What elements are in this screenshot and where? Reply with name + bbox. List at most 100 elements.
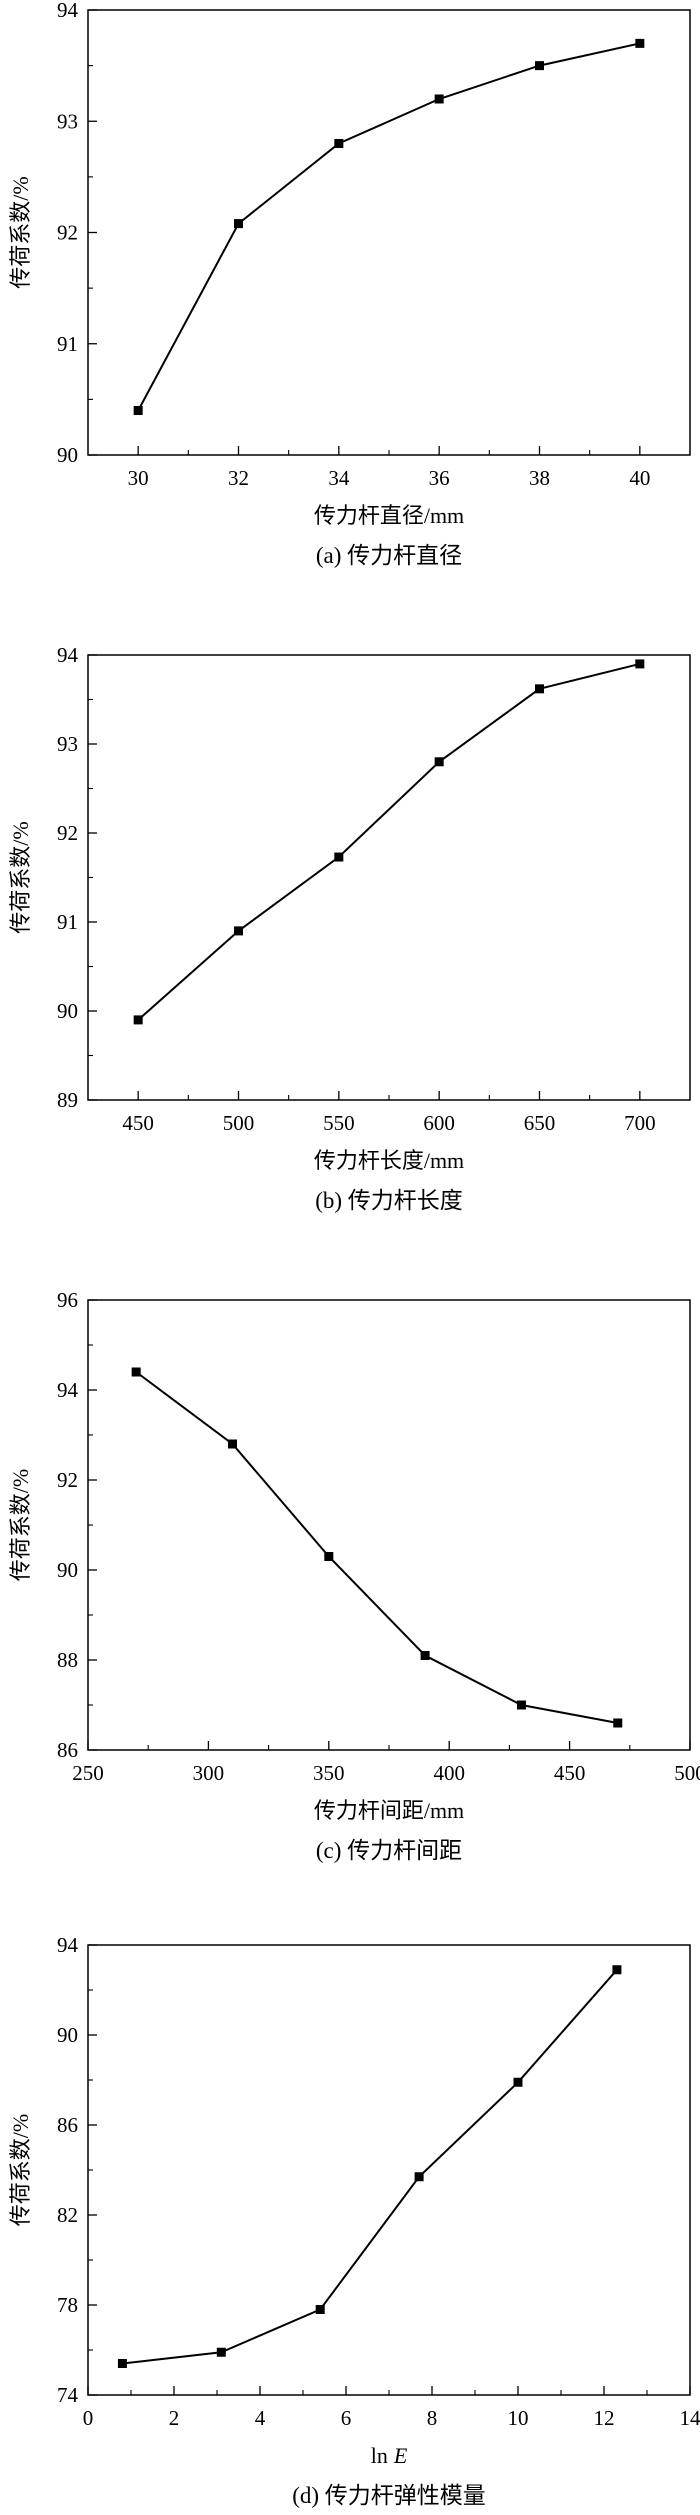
y-tick-label: 74 <box>57 2383 79 2407</box>
y-axis-title: 传荷系数/% <box>8 1469 33 1581</box>
panel-caption: (c) 传力杆间距 <box>316 1838 462 1863</box>
data-point <box>315 2305 325 2314</box>
y-tick-label: 86 <box>57 1738 78 1762</box>
data-point <box>434 757 444 767</box>
y-tick-label: 94 <box>57 1933 79 1957</box>
y-tick-label: 92 <box>57 821 78 845</box>
data-point <box>420 1651 430 1660</box>
series-line <box>135 1371 618 1724</box>
data-point <box>234 219 243 229</box>
data-point <box>133 1015 143 1025</box>
y-tick-label: 90 <box>57 999 78 1023</box>
x-tick-label: 0 <box>83 2406 94 2430</box>
y-tick-label: 86 <box>57 2113 78 2137</box>
y-tick-label: 91 <box>57 332 78 356</box>
x-tick-label: 12 <box>594 2406 615 2430</box>
data-point <box>535 684 544 694</box>
x-tick-label: 34 <box>328 466 350 490</box>
series-line <box>137 662 641 1021</box>
x-axis-title-prefix: ln <box>371 2443 388 2468</box>
plot-frame <box>87 654 691 1101</box>
x-tick-label: 300 <box>193 1761 225 1785</box>
x-tick-label: 500 <box>223 1111 255 1135</box>
x-axis-title-variable: E <box>393 2443 408 2468</box>
data-point <box>216 2347 226 2357</box>
y-tick-label: 82 <box>57 2203 78 2227</box>
chart-panel-a: 30 32 34 36 38 40 90 91 92 93 94 传荷系数/% 传力杆直径/mm (a) … <box>8 0 691 568</box>
x-tick-label: 2 <box>169 2406 180 2430</box>
y-tick-label: 96 <box>57 1288 78 1312</box>
data-point <box>234 926 243 936</box>
chart-panel-d: 0 2 4 6 8 10 12 14 74 78 82 86 90 94 传荷系数/% ln E (d) 传力杆弹… <box>8 1933 700 2508</box>
x-tick-label: 700 <box>624 1111 656 1135</box>
data-point <box>324 1552 334 1561</box>
data-point <box>516 1700 526 1710</box>
chart-panel-c: 250 300 350 400 450 500 86 88 90 92 94 96 传荷系数/% 传力杆间… <box>8 1288 700 1863</box>
x-tick-label: 550 <box>323 1111 355 1135</box>
x-tick-label: 600 <box>423 1111 455 1135</box>
x-tick-label: 400 <box>433 1761 465 1785</box>
y-tick-label: 90 <box>57 1558 78 1582</box>
x-tick-label: 4 <box>255 2406 266 2430</box>
x-axis-title: 传力杆长度/mm <box>314 1148 464 1173</box>
y-tick-label: 92 <box>57 221 78 245</box>
data-point <box>612 1965 622 1975</box>
plot-frame <box>87 9 691 456</box>
data-point <box>334 852 344 862</box>
x-tick-label: 450 <box>122 1111 154 1135</box>
y-axis-title: 传荷系数/% <box>8 821 33 933</box>
x-tick-label: 36 <box>429 466 450 490</box>
x-tick-label: 6 <box>341 2406 352 2430</box>
x-tick-label: 30 <box>128 466 149 490</box>
y-tick-label: 93 <box>57 109 78 133</box>
x-tick-label: 250 <box>72 1761 104 1785</box>
panel-caption: (a) 传力杆直径 <box>316 543 462 568</box>
y-tick-label: 93 <box>57 732 78 756</box>
plot-frame <box>87 1944 691 2396</box>
panel-caption: (b) 传力杆长度 <box>315 1188 463 1213</box>
panel-caption: (d) 传力杆弹性模量 <box>292 2483 486 2508</box>
data-point <box>513 2077 523 2087</box>
y-tick-label: 88 <box>57 1648 78 1672</box>
y-tick-label: 90 <box>57 2023 78 2047</box>
y-tick-label: 89 <box>57 1088 78 1112</box>
y-tick-label: 92 <box>57 1468 78 1492</box>
x-tick-label: 14 <box>680 2406 700 2430</box>
x-axis-title: ln E <box>371 2443 408 2468</box>
data-point <box>434 94 444 104</box>
data-point <box>117 2359 127 2368</box>
x-tick-label: 650 <box>524 1111 556 1135</box>
y-tick-label: 90 <box>57 443 78 467</box>
y-axis-title: 传荷系数/% <box>8 2114 33 2226</box>
x-axis-title: 传力杆直径/mm <box>314 503 464 528</box>
series-line <box>122 1969 618 2365</box>
data-point <box>535 61 544 71</box>
x-tick-label: 10 <box>508 2406 529 2430</box>
data-point <box>334 139 344 148</box>
series-line <box>137 42 641 411</box>
x-tick-label: 350 <box>313 1761 345 1785</box>
y-tick-label: 78 <box>57 2293 78 2317</box>
y-tick-label: 94 <box>57 0 79 22</box>
data-point <box>131 1367 141 1377</box>
data-point <box>635 659 645 669</box>
x-tick-label: 8 <box>427 2406 438 2430</box>
y-tick-label: 91 <box>57 910 78 934</box>
y-axis-title: 传荷系数/% <box>8 176 33 288</box>
data-point <box>613 1718 623 1728</box>
x-tick-label: 38 <box>529 466 550 490</box>
plot-frame <box>87 1299 691 1751</box>
x-tick-label: 32 <box>228 466 249 490</box>
data-point <box>414 2172 424 2182</box>
x-tick-label: 450 <box>554 1761 586 1785</box>
x-tick-label: 500 <box>674 1761 700 1785</box>
y-tick-label: 94 <box>57 1378 79 1402</box>
chart-panel-b: 450 500 550 600 650 700 89 90 91 92 93 94 传荷系数/% 传力杆长… <box>8 643 691 1213</box>
x-axis-title: 传力杆间距/mm <box>314 1798 464 1823</box>
data-point <box>227 1439 237 1449</box>
x-tick-label: 40 <box>629 466 650 490</box>
data-point <box>635 38 645 48</box>
y-tick-label: 94 <box>57 643 79 667</box>
data-point <box>133 406 143 415</box>
